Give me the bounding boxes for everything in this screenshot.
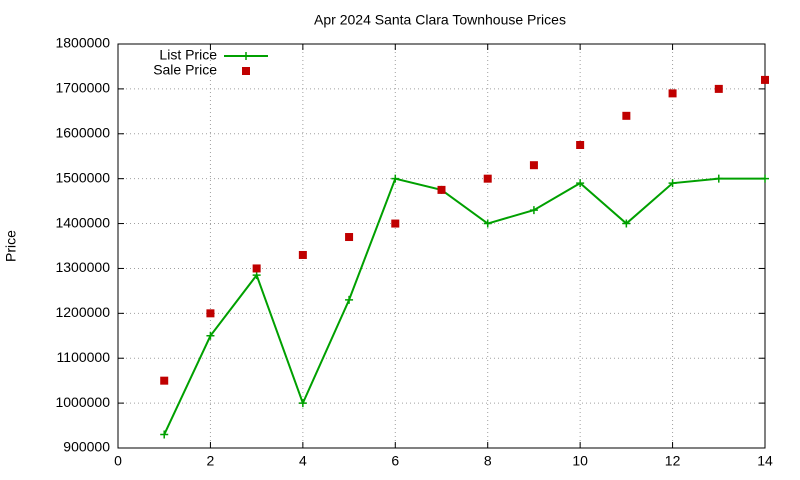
y-axis-label: Price [3,230,19,262]
legend-label: Sale Price [153,62,217,78]
chart-title: Apr 2024 Santa Clara Townhouse Prices [314,12,566,28]
x-tick-label: 8 [484,453,492,469]
x-tick-label: 12 [665,453,681,469]
data-point [576,141,585,149]
x-tick-label: 14 [757,453,773,469]
data-point [529,161,538,170]
plot-border [117,43,766,449]
data-point [345,295,354,304]
data-point [483,174,492,183]
legend-label: List Price [159,47,217,63]
series-line [163,177,765,435]
x-tick-label: 2 [207,453,215,469]
data-point [714,174,723,183]
data-point [437,185,446,194]
x-tick-label: 6 [391,453,399,469]
y-tick-label: 900000 [63,439,110,455]
legend-swatch [242,67,250,75]
data-point [668,179,677,188]
data-point [529,206,538,215]
y-tick-label: 1400000 [55,214,110,230]
x-tick-label: 4 [299,453,307,469]
data-point [206,309,215,318]
data-point [252,271,261,280]
data-point [761,75,769,84]
x-tick-label: 0 [114,453,122,469]
data-point [298,399,307,408]
legend-swatch [242,52,250,60]
y-tick-label: 1200000 [55,304,110,320]
data-point [714,84,723,93]
data-point [622,111,631,120]
data-point [160,376,169,385]
y-tick-label: 1500000 [55,169,110,185]
data-point [391,219,400,228]
data-point [206,331,215,340]
y-tick-label: 1600000 [55,124,110,140]
data-point [483,219,492,228]
y-tick-label: 1800000 [55,35,110,51]
y-tick-label: 1300000 [55,259,110,275]
y-tick-label: 1000000 [55,394,110,410]
y-tick-label: 1100000 [57,349,111,365]
data-point [576,179,585,188]
data-point [622,219,631,228]
data-point [391,174,400,183]
data-point [298,250,307,259]
data-point [761,174,769,183]
y-tick-label: 1700000 [55,80,110,96]
x-tick-label: 10 [572,453,588,469]
data-point [345,233,354,242]
data-point [668,89,677,98]
data-point [160,430,169,439]
data-point [252,264,261,273]
